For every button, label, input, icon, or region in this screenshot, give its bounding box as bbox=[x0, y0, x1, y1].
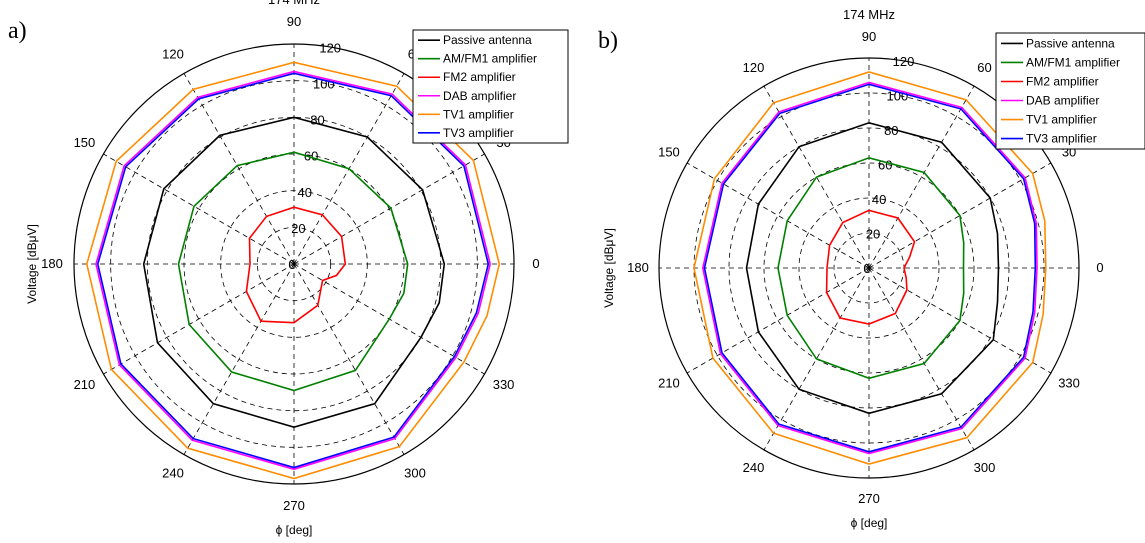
angle-tick-label: 300 bbox=[404, 466, 426, 481]
angle-tick-label: 330 bbox=[1058, 376, 1080, 391]
angle-tick-label: 0 bbox=[1096, 260, 1103, 275]
series-line-2 bbox=[777, 156, 965, 380]
radial-tick-label: 100 bbox=[887, 89, 909, 104]
angle-tick-label: 210 bbox=[74, 377, 96, 392]
radial-tick-label: 0 bbox=[288, 257, 295, 272]
legend-entry: AM/FM1 amplifier bbox=[443, 52, 537, 66]
series-line-4 bbox=[95, 70, 492, 471]
legend-entry: DAB amplifier bbox=[1026, 94, 1099, 108]
radial-tick-label: 120 bbox=[893, 54, 915, 69]
series-line-3 bbox=[825, 209, 916, 325]
grid-spoke bbox=[183, 73, 295, 265]
angle-tick-label: 90 bbox=[287, 14, 301, 29]
angle-tick-label: 240 bbox=[162, 466, 184, 481]
legend-box bbox=[412, 29, 569, 144]
series-line-6 bbox=[96, 72, 490, 469]
radial-tick-label: 0 bbox=[863, 261, 870, 276]
angle-tick-label: 180 bbox=[627, 260, 649, 275]
grid-spoke bbox=[868, 85, 975, 269]
x-axis-label: ϕ [deg] bbox=[276, 523, 313, 537]
angle-tick-label: 150 bbox=[658, 145, 680, 160]
radial-tick-label: 60 bbox=[304, 149, 318, 164]
angle-tick-label: 0 bbox=[532, 256, 539, 271]
legend-entry: TV1 amplifier bbox=[443, 107, 514, 121]
grid-spoke bbox=[686, 267, 870, 374]
angle-tick-label: 270 bbox=[283, 498, 305, 513]
panel-label: b) bbox=[598, 28, 618, 54]
y-axis-label: Voltage [dBμV] bbox=[25, 224, 39, 304]
legend-entry: DAB amplifier bbox=[443, 89, 516, 103]
series-line-5 bbox=[85, 61, 501, 480]
radial-tick-label: 40 bbox=[297, 185, 311, 200]
series-line-2 bbox=[177, 151, 409, 392]
chart-title: 174 MHz bbox=[843, 7, 895, 22]
grid-spoke bbox=[103, 153, 295, 265]
legend: Passive antenna AM/FM1 amplifier FM2 ampli… bbox=[995, 32, 1145, 150]
angle-tick-label: 300 bbox=[974, 460, 996, 475]
grid-spoke bbox=[868, 162, 1052, 269]
grid-spoke bbox=[763, 85, 870, 269]
angle-tick-label: 240 bbox=[743, 460, 765, 475]
radial-tick-label: 60 bbox=[878, 158, 892, 173]
legend: Passive antenna AM/FM1 amplifier FM2 ampli… bbox=[412, 29, 569, 144]
series-line-4 bbox=[701, 81, 1038, 455]
grid-spoke bbox=[763, 267, 870, 451]
radial-tick-label: 80 bbox=[884, 123, 898, 138]
y-axis-label: Voltage [dBμV] bbox=[602, 228, 616, 308]
legend-entry: FM2 amplifier bbox=[1026, 74, 1099, 88]
radial-tick-label: 20 bbox=[866, 227, 880, 242]
polar-chart-2: 0306090120150180210240270300330020406080… bbox=[598, 7, 1145, 530]
series-line-1 bbox=[142, 116, 446, 429]
grid-spoke bbox=[868, 267, 1052, 374]
radial-tick-label: 20 bbox=[291, 221, 305, 236]
series-line-1 bbox=[745, 121, 1000, 415]
angle-tick-label: 180 bbox=[41, 256, 63, 271]
angle-tick-label: 330 bbox=[493, 377, 515, 392]
angle-tick-label: 120 bbox=[162, 46, 184, 61]
radial-tick-label: 120 bbox=[319, 40, 341, 55]
angle-tick-label: 90 bbox=[862, 29, 876, 44]
angle-tick-label: 60 bbox=[977, 60, 991, 75]
series-line-6 bbox=[703, 83, 1037, 453]
grid-circle bbox=[798, 197, 940, 339]
grid-spoke bbox=[103, 263, 295, 375]
legend-entry: TV3 amplifier bbox=[1026, 132, 1097, 146]
radial-tick-label: 40 bbox=[872, 192, 886, 207]
panel-label: a) bbox=[8, 18, 27, 44]
grid-spoke bbox=[686, 162, 870, 269]
grid-spoke bbox=[293, 153, 485, 265]
grid-circle bbox=[763, 162, 975, 374]
legend-entry: Passive antenna bbox=[1026, 36, 1115, 50]
legend-box bbox=[995, 32, 1145, 150]
polar-chart-1: 0306090120150180210240270300330020406080… bbox=[8, 0, 569, 537]
chart-title: 174 MHz bbox=[268, 0, 320, 7]
legend-entry: AM/FM1 amplifier bbox=[1026, 55, 1120, 69]
legend-entry: FM2 amplifier bbox=[443, 70, 516, 84]
angle-tick-label: 210 bbox=[658, 376, 680, 391]
legend-entry: Passive antenna bbox=[443, 33, 532, 47]
legend-entry: TV3 amplifier bbox=[443, 126, 514, 140]
grid-spoke bbox=[293, 263, 405, 455]
legend-entry: TV1 amplifier bbox=[1026, 113, 1097, 127]
angle-tick-label: 150 bbox=[74, 135, 96, 150]
grid-spoke bbox=[183, 263, 295, 455]
angle-tick-label: 120 bbox=[743, 60, 765, 75]
grid-spoke bbox=[868, 267, 975, 451]
x-axis-label: ϕ [deg] bbox=[851, 516, 888, 530]
angle-tick-label: 270 bbox=[858, 491, 880, 506]
series-line-3 bbox=[245, 206, 347, 324]
